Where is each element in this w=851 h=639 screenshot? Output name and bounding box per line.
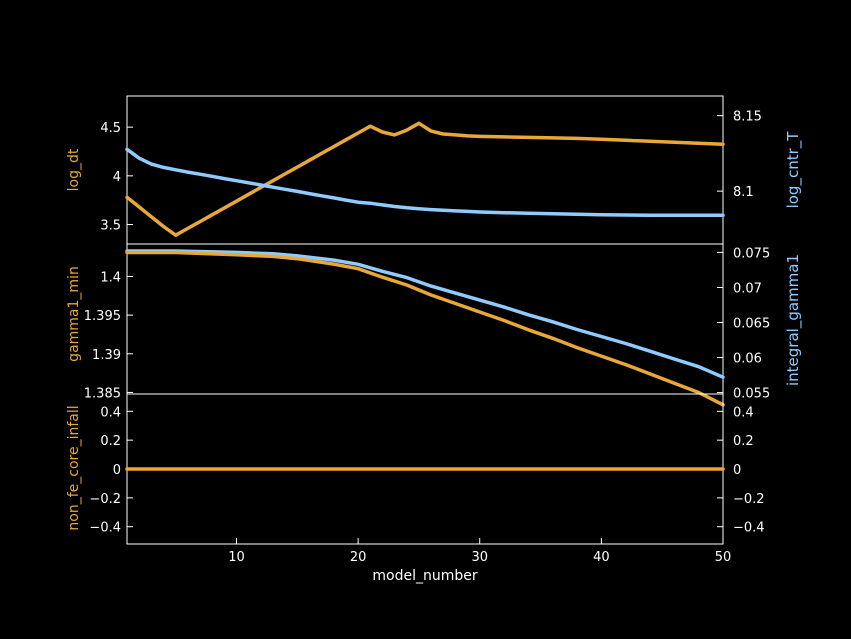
- left-tick-label-bottom-0: −0.4: [89, 521, 121, 536]
- left-tick-label-bottom-1: −0.2: [89, 492, 121, 507]
- y-axis-label-right-middle: integral_gamma1: [784, 254, 803, 386]
- panel-top: 3.5 4 4.5 8.1 8.15 log_dt log_cntr_T: [66, 95, 803, 245]
- y-axis-label-right-top: log_cntr_T: [784, 131, 803, 209]
- left-axis-ticks-bottom: −0.4 −0.2 0 0.2 0.4: [89, 405, 133, 536]
- x-tick-label-3: 40: [593, 550, 610, 565]
- right-tick-label-middle-4: 0.075: [733, 246, 770, 261]
- left-tick-label-middle-0: 1.385: [84, 386, 121, 401]
- right-tick-label-bottom-1: −0.2: [733, 492, 765, 507]
- x-tick-label-2: 30: [471, 550, 488, 565]
- left-tick-label-bottom-4: 0.4: [100, 405, 121, 420]
- right-tick-label-middle-1: 0.06: [733, 352, 762, 367]
- right-tick-label-top-1: 8.15: [733, 110, 762, 125]
- right-tick-label-bottom-0: −0.4: [733, 521, 765, 536]
- left-axis-ticks-top: 3.5 4 4.5: [100, 121, 133, 234]
- y-axis-label-left-middle: gamma1_min: [66, 266, 82, 362]
- left-tick-label-middle-2: 1.395: [84, 309, 121, 324]
- right-axis-ticks-middle: 0.055 0.06 0.065 0.07 0.075: [717, 246, 770, 402]
- left-tick-label-middle-1: 1.39: [92, 348, 121, 363]
- series-layer-top: [125, 121, 725, 237]
- right-tick-label-middle-2: 0.065: [733, 317, 770, 332]
- right-axis-ticks-bottom: −0.4 −0.2 0 0.2 0.4: [717, 405, 765, 536]
- left-tick-label-top-2: 4.5: [100, 121, 121, 136]
- series-line-top-0: [125, 121, 725, 237]
- x-axis-ticks: 10 20 30 40 50: [228, 538, 731, 565]
- right-tick-label-top-0: 8.1: [733, 185, 754, 200]
- right-tick-label-bottom-4: 0.4: [733, 405, 754, 420]
- left-tick-label-bottom-3: 0.2: [100, 434, 121, 449]
- x-tick-label-4: 50: [715, 550, 732, 565]
- right-tick-label-bottom-3: 0.2: [733, 434, 754, 449]
- left-tick-label-middle-3: 1.4: [100, 270, 121, 285]
- right-tick-label-middle-0: 0.055: [733, 387, 770, 402]
- left-tick-label-top-1: 4: [113, 170, 121, 185]
- series-line-middle-0: [125, 249, 725, 379]
- left-axis-ticks-middle: 1.385 1.39 1.395 1.4: [84, 270, 133, 401]
- right-tick-label-middle-3: 0.07: [733, 281, 762, 296]
- x-axis-label: model_number: [372, 568, 477, 584]
- y-axis-label-left-bottom: non_fe_core_infall: [66, 405, 82, 530]
- x-tick-label-1: 20: [350, 550, 367, 565]
- panel-bottom: −0.4 −0.2 0 0.2 0.4 −0.4 −0.2 0 0.2 0.4 10 20 30 40…: [66, 393, 765, 584]
- left-tick-label-bottom-2: 0: [113, 463, 121, 478]
- left-tick-label-top-0: 3.5: [100, 219, 121, 234]
- series-line-top-1: [125, 147, 725, 218]
- x-tick-label-0: 10: [228, 550, 245, 565]
- series-layer-middle: [125, 249, 725, 407]
- y-axis-label-left-top: log_dt: [66, 148, 82, 191]
- series-line-middle-1: [125, 250, 725, 407]
- right-tick-label-bottom-2: 0: [733, 463, 741, 478]
- right-axis-ticks-top: 8.1 8.15: [717, 110, 762, 200]
